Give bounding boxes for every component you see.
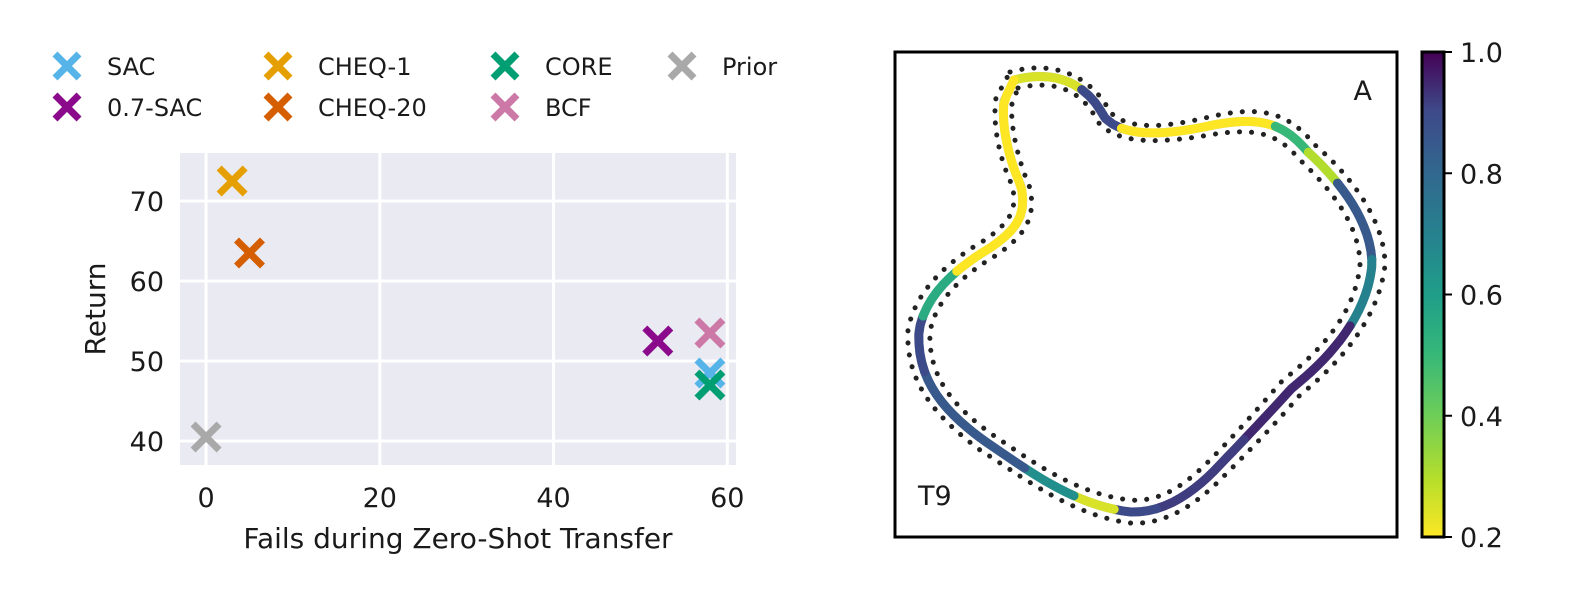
legend-marker [52, 51, 82, 81]
legend-label: CHEQ-20 [318, 94, 427, 122]
track-boundary-inner [927, 82, 1363, 503]
colorbar-tick-label: 1.0 [1460, 38, 1503, 69]
speed-trace-segment [1009, 71, 1087, 95]
x-tick-label: 40 [536, 483, 570, 514]
data-point-sac [694, 357, 726, 389]
legend-item: 0.7-SAC [52, 92, 202, 122]
speed-trace-segment [1345, 255, 1377, 331]
speed-trace-segment [1151, 435, 1249, 514]
data-point-core [694, 369, 726, 401]
legend-label: CHEQ-1 [318, 53, 411, 81]
tick-labels: 0 20 40 60 40 50 60 70 [130, 187, 745, 514]
legend-marker [52, 92, 82, 122]
data-point-prior [190, 421, 222, 453]
x-tick-label: 60 [710, 483, 744, 514]
x-axis-label: Fails during Zero-Shot Transfer [243, 522, 673, 555]
speed-trace-segment [952, 211, 1025, 276]
legend-marker [263, 92, 293, 122]
colorbar-tick-label: 0.6 [1460, 281, 1503, 312]
legend-item: SAC [52, 51, 155, 81]
speed-trace-segment [1333, 178, 1377, 264]
x-tick-label: 0 [197, 483, 214, 514]
y-tick-label: 50 [130, 347, 164, 378]
track-map: A T9 1.0 0.8 0.6 0.4 0.2 [893, 38, 1503, 554]
speed-trace-segment [1069, 491, 1119, 514]
legend-label: 0.7-SAC [107, 94, 202, 122]
y-axis-label: Return [79, 263, 112, 356]
legend: SAC 0.7-SAC CHEQ-1 CHEQ-20 CORE BCF Prior [52, 51, 777, 122]
legend-item: CHEQ-20 [263, 92, 427, 122]
plot-background [180, 153, 736, 465]
legend-marker [490, 51, 520, 81]
speed-trace-segment [1116, 116, 1280, 138]
y-tick-label: 60 [130, 267, 164, 298]
data-point-cheq-1 [216, 165, 248, 197]
speed-trace-segment [914, 311, 929, 376]
track-boundary-outer [905, 65, 1388, 526]
x-tick-label: 20 [363, 483, 397, 514]
grid-lines [180, 153, 736, 465]
legend-marker [490, 92, 520, 122]
data-point-0-7-sac [642, 325, 674, 357]
speed-trace-segment [1239, 321, 1355, 444]
speed-trace [914, 71, 1377, 517]
colorbar-ticks: 1.0 0.8 0.6 0.4 0.2 [1444, 38, 1503, 554]
data-points [190, 165, 726, 453]
legend-label: Prior [722, 53, 777, 81]
speed-trace-segment [920, 367, 1030, 473]
legend-item: BCF [490, 92, 592, 122]
scatter-chart: SAC 0.7-SAC CHEQ-1 CHEQ-20 CORE BCF Prior 0 20 4… [52, 51, 777, 555]
data-point-cheq-20 [234, 237, 265, 269]
speed-trace-segment [1109, 504, 1161, 517]
legend-item: Prior [667, 51, 777, 81]
speed-trace-segment [998, 75, 1028, 221]
speed-trace-segment [1270, 121, 1313, 157]
colorbar [1420, 50, 1446, 539]
corner-label-top-right: A [1354, 76, 1373, 107]
data-point-bcf [694, 317, 726, 349]
legend-label: SAC [107, 53, 155, 81]
y-tick-label: 70 [130, 187, 164, 218]
legend-marker [263, 51, 293, 81]
speed-trace-segment [1303, 147, 1342, 188]
colorbar-tick-label: 0.8 [1460, 159, 1503, 190]
legend-item: CORE [490, 51, 613, 81]
speed-trace-segment [1077, 85, 1126, 133]
colorbar-tick-label: 0.2 [1460, 523, 1503, 554]
corner-label-bottom-left: T9 [917, 481, 952, 512]
y-tick-label: 40 [130, 427, 164, 458]
legend-label: BCF [545, 94, 592, 122]
legend-label: CORE [545, 53, 613, 81]
speed-trace-segment [1020, 463, 1079, 501]
speed-trace-segment [918, 266, 962, 321]
legend-marker [667, 51, 697, 81]
legend-item: CHEQ-1 [263, 51, 411, 81]
colorbar-tick-label: 0.4 [1460, 402, 1503, 433]
